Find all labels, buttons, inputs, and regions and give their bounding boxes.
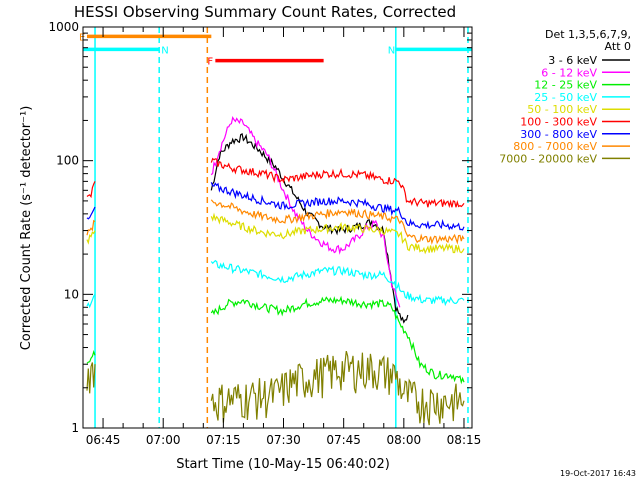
y-tick-label: 1000 <box>48 20 79 34</box>
series-lines <box>86 116 465 426</box>
series-line <box>86 350 96 364</box>
annotation-label: N <box>161 45 168 56</box>
annotation-label: E <box>79 32 85 43</box>
x-tick-label: 07:15 <box>206 433 241 447</box>
y-tick-label: 10 <box>64 287 79 301</box>
series-8 <box>86 199 465 245</box>
series-line <box>210 259 465 307</box>
y-tick-label: 1 <box>71 421 79 435</box>
series-4 <box>86 259 465 309</box>
x-tick-label: 07:30 <box>266 433 301 447</box>
x-tick-label: 07:45 <box>326 433 361 447</box>
legend-header-line-2: Att 0 <box>605 40 631 53</box>
series-line <box>210 350 465 426</box>
x-tick-label: 07:00 <box>146 433 181 447</box>
legend-label: 300 - 800 keV <box>520 128 597 141</box>
x-axis-label: Start Time (10-May-15 06:40:02) <box>176 457 390 472</box>
x-tick-label: 08:00 <box>387 433 422 447</box>
series-1 <box>210 133 409 324</box>
chart-title: HESSI Observing Summary Count Rates, Cor… <box>74 3 456 21</box>
x-tick-label: 08:15 <box>447 433 482 447</box>
series-line <box>86 293 96 309</box>
x-axis-ticks: 06:45 07:00 07:15 07:30 07:45 08:00 08:15 <box>82 27 482 447</box>
legend-label: 6 - 12 keV <box>541 66 597 79</box>
series-line <box>210 182 465 231</box>
y-axis-label: Corrected Count Rate (s⁻¹ detector⁻¹) <box>19 106 34 351</box>
legend-label: 100 - 300 keV <box>520 116 597 129</box>
legend-header-line-1: Det 1,3,5,6,7,9, <box>545 28 631 41</box>
annotation-label: F <box>207 57 213 68</box>
y-axis-ticks: 1 10 100 1000 <box>48 20 472 435</box>
series-line <box>86 362 96 394</box>
series-5 <box>86 212 465 255</box>
legend-label: 800 - 7000 keV <box>513 140 597 153</box>
series-line <box>210 157 465 209</box>
series-7 <box>86 182 465 231</box>
y-tick-label: 100 <box>56 154 79 168</box>
series-9 <box>86 350 465 426</box>
series-line <box>86 230 96 245</box>
plot-area: E N N F <box>79 27 472 428</box>
series-line <box>210 212 465 255</box>
series-line <box>86 206 96 220</box>
annotation-bars: E N N F <box>79 32 472 68</box>
footer-date: 19-Oct-2017 16:43 <box>560 469 636 478</box>
series-3 <box>86 295 465 385</box>
x-tick-label: 06:45 <box>86 433 121 447</box>
series-6 <box>86 157 465 209</box>
legend-label: 3 - 6 keV <box>548 54 597 67</box>
plot-frame <box>82 26 473 429</box>
series-line <box>210 199 465 245</box>
series-line <box>210 133 409 324</box>
series-line <box>86 181 96 199</box>
legend-label: 7000 - 20000 keV <box>499 152 597 165</box>
annotation-label: N <box>388 45 395 56</box>
legend-label: 50 - 100 keV <box>527 103 597 116</box>
legend-label: 12 - 25 keV <box>534 79 597 92</box>
vertical-markers <box>94 27 469 428</box>
series-line <box>86 219 96 236</box>
series-line <box>210 295 465 385</box>
legend-label: 25 - 50 keV <box>534 91 597 104</box>
